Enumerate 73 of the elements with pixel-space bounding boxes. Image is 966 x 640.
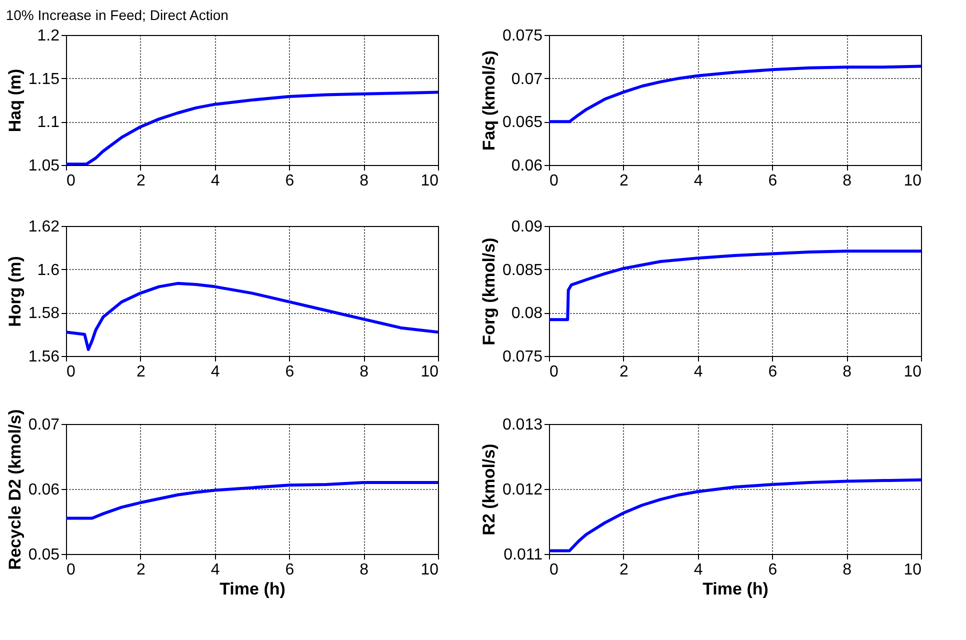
- x-tick-label: 10: [904, 172, 922, 190]
- x-tick-label: 4: [210, 562, 220, 578]
- line-series: [549, 478, 921, 552]
- y-tick-label: 1.56: [28, 348, 60, 366]
- x-tick-label: 2: [619, 172, 628, 190]
- line-series: [549, 250, 921, 322]
- x-tick-label: 0: [66, 172, 76, 190]
- x-tick-label: 6: [285, 364, 294, 380]
- y-tick-label: 0.011: [504, 546, 543, 564]
- x-tick-label: 6: [285, 172, 294, 190]
- x-tick-label: 6: [285, 562, 294, 578]
- y-tick-label: 0.08: [511, 305, 543, 322]
- y-tick-label: 0.075: [502, 348, 543, 366]
- y-tick-label: 1.58: [28, 305, 60, 322]
- x-tick-label: 0: [66, 562, 76, 578]
- line-series: [66, 282, 438, 351]
- y-axis-title: Horg (m): [5, 256, 24, 327]
- x-axis-title: Time (h): [220, 580, 286, 598]
- x-tick-label: 8: [842, 562, 852, 578]
- x-tick-label: 0: [66, 364, 76, 380]
- y-tick-label: 0.065: [502, 114, 543, 132]
- y-tick-label: 1.6: [37, 262, 60, 279]
- x-tick-label: 4: [210, 364, 220, 380]
- x-tick-label: 4: [694, 562, 703, 578]
- y-tick-label: 0.05: [28, 546, 60, 564]
- y-tick-label: 0.06: [511, 158, 543, 174]
- x-tick-label: 10: [904, 364, 922, 380]
- x-tick-label: 8: [842, 172, 852, 190]
- y-axis-title: Haq (m): [5, 68, 24, 132]
- y-tick-label: 1.62: [28, 218, 60, 236]
- line-series: [549, 64, 921, 124]
- x-tick-label: 8: [360, 172, 369, 190]
- chart-title: 10% Increase in Feed; Direct Action: [6, 7, 228, 23]
- x-tick-label: 0: [550, 172, 558, 190]
- y-axis-title: R2 (kmol/s): [479, 444, 498, 536]
- y-tick-label: 0.085: [502, 262, 543, 279]
- x-tick-label: 4: [210, 172, 220, 190]
- x-tick-label: 4: [694, 364, 703, 380]
- line-series: [66, 90, 438, 165]
- y-tick-label: 0.013: [502, 416, 543, 434]
- x-tick-label: 10: [420, 364, 439, 380]
- x-tick-label: 6: [768, 172, 778, 190]
- x-tick-label: 8: [360, 562, 369, 578]
- x-tick-label: 6: [768, 364, 778, 380]
- y-tick-label: 1.15: [28, 70, 60, 88]
- line-series: [66, 481, 438, 520]
- x-tick-label: 0: [550, 364, 558, 380]
- y-axis-title: Faq (kmol/s): [479, 50, 498, 151]
- x-tick-label: 6: [768, 562, 778, 578]
- x-tick-label: 2: [619, 364, 628, 380]
- x-tick-label: 8: [842, 364, 852, 380]
- y-tick-label: 0.075: [502, 28, 543, 44]
- x-tick-label: 4: [694, 172, 703, 190]
- x-tick-label: 10: [420, 562, 439, 578]
- y-tick-label: 1.1: [37, 114, 60, 132]
- y-tick-label: 1.05: [28, 158, 60, 174]
- y-tick-label: 0.06: [28, 482, 60, 498]
- y-tick-label: 0.07: [28, 416, 60, 434]
- x-tick-label: 2: [136, 364, 146, 380]
- y-tick-label: 0.012: [502, 482, 543, 498]
- y-tick-label: 0.07: [511, 70, 543, 88]
- x-tick-label: 0: [550, 562, 558, 578]
- y-axis-title: Forg (kmol/s): [479, 238, 498, 346]
- x-tick-label: 10: [904, 562, 922, 578]
- y-tick-label: 1.2: [37, 28, 60, 44]
- x-tick-label: 2: [619, 562, 628, 578]
- y-tick-label: 0.09: [511, 218, 543, 236]
- y-axis-title: Recycle D2 (kmol/s): [5, 409, 24, 570]
- x-tick-label: 10: [420, 172, 439, 190]
- x-axis-title: Time (h): [702, 580, 768, 598]
- x-tick-label: 8: [360, 364, 369, 380]
- x-tick-label: 2: [136, 562, 146, 578]
- x-tick-label: 2: [136, 172, 146, 190]
